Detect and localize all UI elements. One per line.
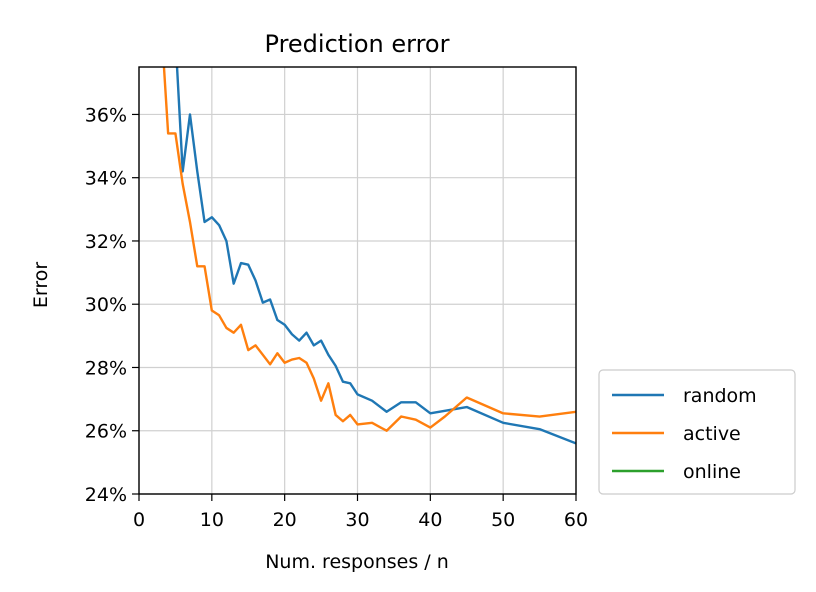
x-tick-label: 40 [418, 509, 442, 531]
x-tick-label: 60 [564, 509, 588, 531]
y-tick-label: 34% [85, 168, 127, 190]
y-axis-label: Error [30, 262, 52, 309]
series-line-random [175, 67, 576, 445]
grid [138, 67, 577, 495]
y-tick-label: 26% [85, 421, 127, 443]
x-tick-label: 50 [491, 509, 515, 531]
legend-label-random: random [683, 385, 757, 407]
series-layer [162, 67, 576, 445]
y-tick-label: 32% [85, 231, 127, 253]
x-axis-label: Num. responses / n [265, 551, 449, 573]
y-tick-label: 36% [85, 104, 127, 126]
y-tick-label: 28% [85, 357, 127, 379]
legend-label-active: active [683, 423, 741, 445]
y-tick-label: 24% [85, 484, 127, 506]
legend-frame [598, 369, 796, 495]
legend: random active online [598, 369, 796, 495]
x-tick-label: 10 [200, 509, 224, 531]
x-tick-label: 30 [345, 509, 369, 531]
series-line-active [162, 67, 576, 432]
y-tick-label: 30% [85, 294, 127, 316]
x-tick-label: 0 [133, 509, 145, 531]
x-tick-label: 20 [273, 509, 297, 531]
ticks: 0 10 20 30 40 50 60 24% 26% 28% 30% 32% 34% 36% [85, 104, 588, 531]
legend-label-online: online [683, 461, 741, 483]
chart-title: Prediction error [265, 30, 450, 58]
